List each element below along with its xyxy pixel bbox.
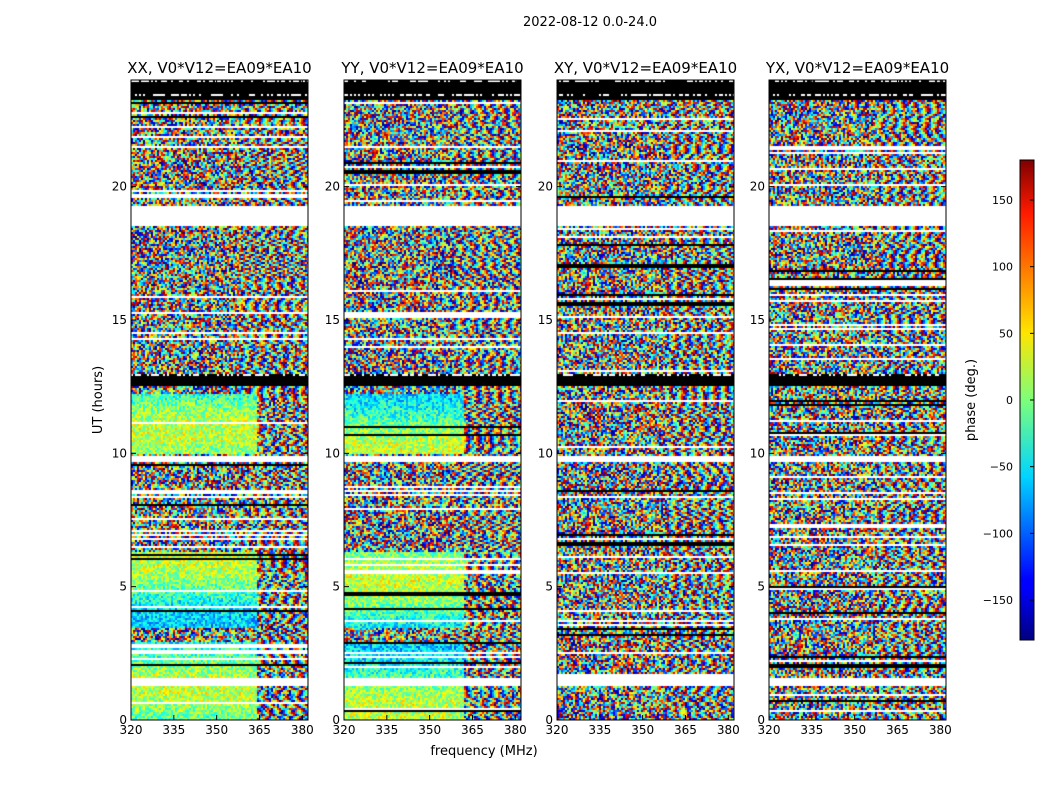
y-axis-label: UT (hours) — [91, 366, 106, 434]
x-tick-label: 350 — [205, 723, 228, 737]
y-tick-label: 10 — [538, 446, 553, 460]
x-tick-label: 365 — [886, 723, 909, 737]
x-tick-label: 335 — [800, 723, 823, 737]
colorbar-ticks: 150 100 50 0 −50 −100 −150 — [983, 194, 1034, 607]
x-tick-label: 350 — [843, 723, 866, 737]
panel-xy: XY, V0*V12=EA09*EA10 320 335 350 365 380 0 5 10 1… — [538, 59, 740, 737]
y-tick-label: 5 — [332, 580, 340, 594]
colorbar-tick-label: 100 — [992, 261, 1013, 274]
x-tick-label: 380 — [929, 723, 952, 737]
panel-heatmap-xx — [131, 80, 308, 720]
colorbar: 150 100 50 0 −50 −100 −150 phase (deg.) — [964, 159, 1035, 641]
panel-heatmap-yy — [344, 80, 521, 720]
y-tick-label: 15 — [112, 313, 127, 327]
x-tick-label: 335 — [375, 723, 398, 737]
panel-xx: XX, V0*V12=EA09*EA10 320 335 350 365 380 0 5 10 1… — [112, 59, 314, 737]
panel-heatmap-xy — [557, 80, 734, 720]
colorbar-tick-label: −150 — [983, 594, 1013, 607]
panel-frame-xy — [556, 79, 735, 721]
panel-heatmap-yx — [769, 80, 946, 720]
panel-yx: YX, V0*V12=EA09*EA10 320 335 350 365 380 0 5 10 1… — [750, 59, 952, 737]
y-tick-label: 20 — [750, 180, 765, 194]
panel-title-yx: YX, V0*V12=EA09*EA10 — [765, 59, 949, 77]
y-tick-label: 0 — [119, 713, 127, 727]
y-tick-label: 0 — [757, 713, 765, 727]
x-tick-label: 335 — [588, 723, 611, 737]
y-tick-label: 5 — [545, 580, 553, 594]
y-tick-label: 10 — [325, 446, 340, 460]
y-tick-label: 20 — [538, 180, 553, 194]
y-tick-label: 15 — [750, 313, 765, 327]
panels-group: XX, V0*V12=EA09*EA10 320 335 350 365 380 0 5 10 1… — [112, 59, 952, 737]
y-tick-label: 15 — [538, 313, 553, 327]
panel-yy: YY, V0*V12=EA09*EA10 320 335 350 365 380 0 5 10 1… — [325, 59, 527, 737]
colorbar-tick-label: −50 — [990, 461, 1013, 474]
x-tick-label: 335 — [162, 723, 185, 737]
colorbar-tick-label: 50 — [999, 327, 1013, 340]
y-tick-label: 15 — [325, 313, 340, 327]
panel-title-xy: XY, V0*V12=EA09*EA10 — [554, 59, 737, 77]
colorbar-tick-label: −100 — [983, 527, 1013, 540]
x-tick-label: 320 — [120, 723, 143, 737]
y-tick-label: 20 — [112, 180, 127, 194]
colorbar-tick-label: 0 — [1006, 394, 1013, 407]
y-tick-label: 20 — [325, 180, 340, 194]
x-tick-label: 365 — [674, 723, 697, 737]
panel-title-yy: YY, V0*V12=EA09*EA10 — [340, 59, 523, 77]
panel-frame-xx — [130, 79, 309, 721]
x-tick-label: 320 — [546, 723, 569, 737]
x-tick-label: 365 — [248, 723, 271, 737]
colorbar-tick-label: 150 — [992, 194, 1013, 207]
y-tick-label: 0 — [545, 713, 553, 727]
panel-frame-yy — [343, 79, 522, 721]
y-tick-label: 5 — [119, 580, 127, 594]
y-tick-label: 5 — [757, 580, 765, 594]
y-tick-label: 0 — [332, 713, 340, 727]
x-tick-label: 320 — [333, 723, 356, 737]
x-tick-label: 380 — [291, 723, 314, 737]
panel-title-xx: XX, V0*V12=EA09*EA10 — [127, 59, 311, 77]
panel-frame-yx — [768, 79, 947, 721]
colorbar-label: phase (deg.) — [964, 359, 979, 441]
x-tick-label: 350 — [418, 723, 441, 737]
y-tick-label: 10 — [112, 446, 127, 460]
x-tick-label: 380 — [504, 723, 527, 737]
x-tick-label: 380 — [717, 723, 740, 737]
x-tick-label: 320 — [758, 723, 781, 737]
x-axis-label: frequency (MHz) — [430, 744, 537, 759]
y-tick-label: 10 — [750, 446, 765, 460]
figure-suptitle: 2022-08-12 0.0-24.0 — [523, 15, 657, 30]
x-tick-label: 365 — [461, 723, 484, 737]
x-tick-label: 350 — [631, 723, 654, 737]
